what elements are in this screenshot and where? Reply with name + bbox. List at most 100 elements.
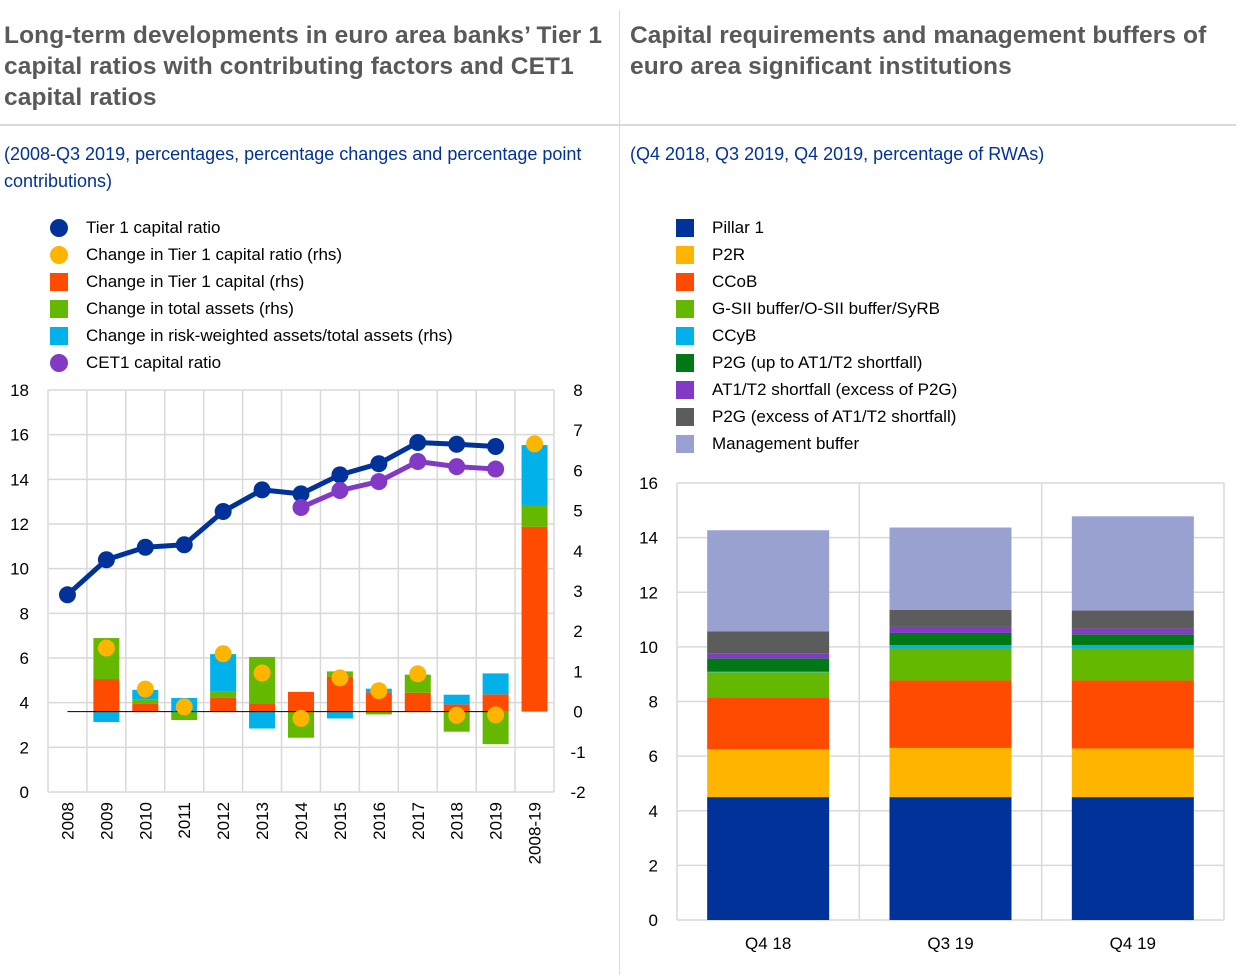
left-y-tick-label: 2 [20, 738, 29, 757]
bar-ccyb [889, 645, 1012, 649]
square-swatch-icon [676, 245, 694, 264]
right-legend-item: G-SII buffer/O-SII buffer/SyRB [676, 295, 957, 322]
right-y-tick-label: 4 [573, 542, 582, 561]
bar-change-in-tier-1-capital-rhs [93, 679, 120, 712]
square-swatch-icon [676, 272, 694, 291]
right-chart-bars [707, 516, 1194, 920]
right-y-tick-label: 8 [573, 381, 582, 400]
right-chart-plot: 0 2 4 6 8 10 12 14 16 Q4 18 Q3 19 Q4 19 [639, 474, 1225, 953]
left-y-tick-label: 12 [10, 515, 29, 534]
legend-label: CCyB [712, 325, 757, 345]
dot-change-in-tier-1-capital-ratio [487, 706, 505, 724]
y-tick-label: 12 [639, 583, 658, 602]
left-y-tick-label: 4 [20, 694, 29, 713]
point-tier-1-capital-ratio [214, 502, 232, 520]
bar-ccyb [707, 671, 830, 673]
right-y-tick-label: 5 [573, 502, 582, 521]
square-swatch-icon [676, 353, 694, 372]
square-swatch-icon [50, 326, 68, 345]
bar-ccob [1071, 680, 1194, 749]
left-y-tick-label: 6 [20, 649, 29, 668]
dot-change-in-tier-1-capital-ratio [448, 706, 466, 724]
left-legend-item: Tier 1 capital ratio [50, 214, 453, 241]
legend-label: AT1/T2 shortfall (excess of P2G) [712, 379, 958, 399]
right-legend-item: P2R [676, 241, 957, 268]
bar-change-in-tier-1-capital-rhs [404, 692, 431, 712]
legend-label: G-SII buffer/O-SII buffer/SyRB [712, 298, 941, 318]
bar-p2r [1071, 748, 1194, 798]
left-legend-item: Change in total assets (rhs) [50, 295, 453, 322]
left-y-tick-label: 18 [10, 381, 29, 400]
bar-change-in-risk-weighted-assets-total-assets-rhs [249, 711, 276, 729]
bar-p2g-up-to-at1-t2-shortfall [1071, 634, 1194, 645]
point-tier-1-capital-ratio [292, 485, 310, 503]
legend-label: Change in total assets (rhs) [86, 298, 294, 318]
legend-label: P2G (excess of AT1/T2 shortfall) [712, 406, 957, 426]
x-tick-label: 2014 [292, 802, 311, 840]
point-cet1-capital-ratio [448, 458, 466, 476]
square-swatch-icon [676, 299, 694, 318]
circle-marker-icon [50, 218, 68, 237]
legend-label: Management buffer [712, 433, 860, 453]
bar-g-sii-buffer-o-sii-buffer-syrb [889, 648, 1012, 681]
x-tick-label: 2012 [214, 802, 233, 840]
bar-at1-t2-shortfall-excess-of-p2g [889, 626, 1012, 633]
bar-p2g-excess-of-at1-t2-shortfall [889, 609, 1012, 627]
x-tick-label: 2008 [58, 802, 77, 840]
bar-p2g-excess-of-at1-t2-shortfall [1071, 610, 1194, 629]
bar-p2g-excess-of-at1-t2-shortfall [707, 631, 830, 654]
bar-change-in-tier-1-capital-rhs [365, 692, 392, 712]
right-y-tick-label: -2 [570, 783, 585, 802]
point-tier-1-capital-ratio [253, 481, 271, 499]
right-y-tick-label: 6 [573, 461, 582, 480]
bar-p2r [889, 747, 1012, 798]
point-tier-1-capital-ratio [175, 536, 193, 554]
left-chart-panel: Long-term developments in euro area bank… [0, 22, 619, 864]
x-tick-label: 2013 [253, 802, 272, 840]
left-chart-subtitle: (2008-Q3 2019, percentages, percentage c… [4, 144, 582, 191]
square-swatch-icon [50, 272, 68, 291]
dot-change-in-tier-1-capital-ratio [175, 698, 193, 716]
y-tick-label: 10 [639, 638, 658, 657]
bar-change-in-total-assets-rhs [521, 504, 548, 527]
legend-label: P2R [712, 244, 746, 264]
dot-change-in-tier-1-capital-ratio [136, 680, 154, 698]
legend-label: Change in risk-weighted assets/total ass… [86, 325, 453, 345]
y-tick-label: 14 [639, 529, 658, 548]
dot-change-in-tier-1-capital-ratio [214, 645, 232, 663]
bar-change-in-tier-1-capital-rhs [132, 703, 159, 712]
left-y-tick-label: 14 [10, 470, 29, 489]
bar-change-in-risk-weighted-assets-total-assets-rhs [482, 673, 509, 695]
dot-change-in-tier-1-capital-ratio [331, 669, 349, 687]
square-swatch-icon [676, 380, 694, 399]
point-tier-1-capital-ratio [448, 435, 466, 453]
left-chart-legend: Tier 1 capital ratio Change in Tier 1 cap… [50, 214, 453, 376]
left-legend-item: Change in Tier 1 capital (rhs) [50, 268, 453, 295]
bar-change-in-risk-weighted-assets-total-assets-rhs [443, 694, 470, 705]
legend-label: CCoB [712, 271, 758, 291]
right-y-tick-label: 3 [573, 582, 582, 601]
left-title-rule [0, 124, 619, 126]
right-chart-panel: Capital requirements and management buff… [620, 0, 1240, 980]
right-legend-item: AT1/T2 shortfall (excess of P2G) [676, 376, 957, 403]
left-y-tick-label: 0 [20, 783, 29, 802]
x-tick-label: 2008-19 [526, 802, 545, 864]
bar-p2g-up-to-at1-t2-shortfall [889, 632, 1012, 646]
bar-p2r [707, 749, 830, 798]
bar-at1-t2-shortfall-excess-of-p2g [1071, 628, 1194, 635]
y-tick-label: 2 [649, 856, 658, 875]
dot-change-in-tier-1-capital-ratio [370, 682, 388, 700]
point-tier-1-capital-ratio [487, 438, 505, 456]
point-cet1-capital-ratio [292, 498, 310, 516]
bar-ccob [889, 680, 1012, 748]
square-swatch-icon [676, 218, 694, 237]
bar-management-buffer [1071, 516, 1194, 611]
right-y-tick-label: 7 [573, 421, 582, 440]
x-tick-label: 2011 [175, 802, 194, 839]
bar-change-in-tier-1-capital-rhs [521, 526, 548, 712]
right-chart-legend: Pillar 1 P2R CCoB G-SII buffer/O-SII buffer… [676, 214, 957, 457]
point-cet1-capital-ratio [487, 460, 505, 478]
y-tick-label: 6 [649, 747, 658, 766]
dot-change-in-tier-1-capital-ratio [409, 665, 427, 683]
